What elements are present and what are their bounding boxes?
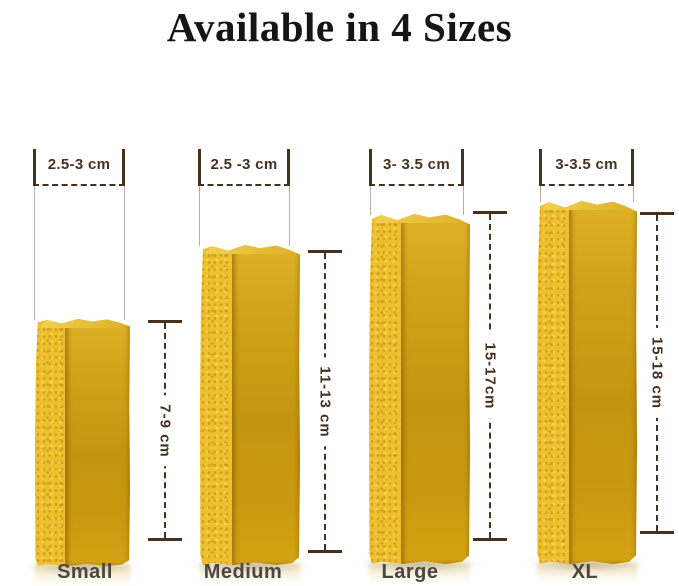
guide-line: [34, 186, 35, 320]
guide-line: [199, 186, 200, 246]
stick-reflection: [369, 563, 470, 586]
width-dimension: 2.5 -3 cm: [198, 149, 290, 186]
guide-line: [463, 186, 464, 215]
chew-stick-photo: [369, 214, 470, 564]
height-label: 7-9 cm: [155, 394, 175, 467]
height-label: 11-13 cm: [315, 356, 335, 447]
stick-smooth-face: [65, 319, 130, 566]
width-label: 3-3.5 cm: [555, 155, 618, 173]
width-dimension: 3- 3.5 cm: [369, 149, 464, 186]
size-name: Small: [57, 561, 113, 583]
width-label: 2.5-3 cm: [47, 155, 111, 173]
size-name: XL: [571, 561, 599, 583]
width-label: 2.5 -3 cm: [210, 155, 278, 173]
chew-stick-photo: [200, 245, 300, 565]
size-name: Large: [381, 561, 439, 583]
height-label: 15-17cm: [480, 333, 500, 419]
dimension-cap: [148, 320, 182, 323]
width-dimension: 2.5-3 cm: [33, 149, 125, 186]
dimension-cap: [148, 538, 182, 541]
width-label: 3- 3.5 cm: [383, 155, 450, 173]
guide-line: [289, 186, 290, 246]
stick-top-face: [543, 201, 631, 210]
stick-textured-face: [200, 245, 232, 565]
chew-stick-photo: [537, 201, 637, 564]
stick-textured-face: [35, 319, 66, 566]
dimension-cap: [473, 538, 507, 541]
stick-smooth-face: [401, 214, 470, 564]
height-dimension: 15-18 cm: [640, 212, 674, 534]
dimension-cap: [308, 550, 342, 553]
dimension-cap: [640, 212, 674, 215]
guide-line: [124, 186, 125, 320]
dimension-cap: [473, 211, 507, 214]
stick-reflection: [537, 563, 637, 586]
height-dimension: 7-9 cm: [148, 320, 182, 541]
dimension-cap: [640, 531, 674, 534]
stick-reflection: [200, 564, 300, 586]
stick-textured-face: [369, 214, 402, 564]
guide-line: [370, 186, 371, 215]
stick-smooth-face: [232, 245, 300, 565]
guide-line: [540, 186, 541, 202]
stick-top-face: [375, 214, 464, 223]
stick-top-face: [206, 245, 294, 254]
dimension-cap: [308, 250, 342, 253]
stick-reflection: [35, 565, 130, 586]
guide-line: [633, 186, 634, 202]
height-dimension: 11-13 cm: [308, 250, 342, 553]
width-dimension: 3-3.5 cm: [539, 149, 634, 186]
page-title: Available in 4 Sizes: [166, 4, 513, 50]
height-dimension: 15-17cm: [473, 211, 507, 541]
chew-stick-photo: [35, 319, 130, 566]
stick-textured-face: [537, 201, 569, 564]
size-name: Medium: [203, 561, 283, 583]
stick-top-face: [40, 319, 125, 328]
height-label: 15-18 cm: [647, 327, 667, 419]
stick-smooth-face: [569, 201, 637, 564]
